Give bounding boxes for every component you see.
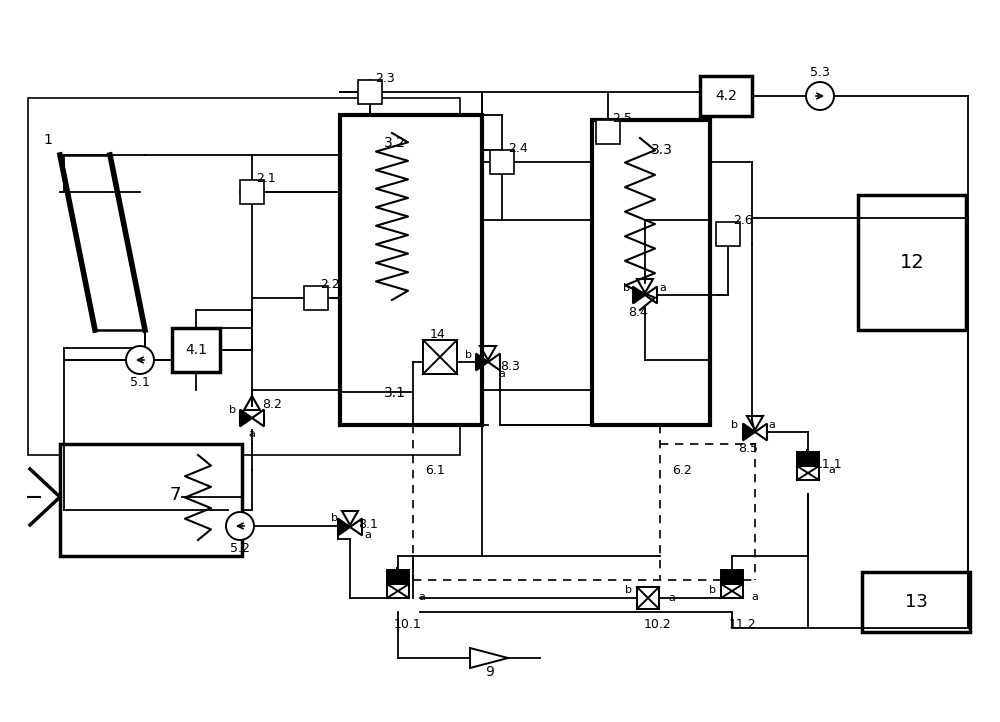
- Text: b: b: [622, 283, 630, 293]
- Text: 4.1: 4.1: [185, 343, 207, 357]
- Circle shape: [226, 512, 254, 540]
- Text: 8.3: 8.3: [500, 360, 520, 373]
- Bar: [700, 76, 752, 116]
- Text: a: a: [669, 593, 675, 603]
- Text: b: b: [332, 513, 338, 523]
- Text: 5.2: 5.2: [230, 542, 250, 554]
- Bar: [423, 340, 457, 374]
- Polygon shape: [338, 518, 350, 536]
- Text: 10.2: 10.2: [644, 619, 672, 632]
- Text: 2.3: 2.3: [375, 71, 395, 84]
- Text: b: b: [624, 585, 632, 595]
- Polygon shape: [743, 424, 755, 440]
- Text: 14: 14: [430, 329, 446, 342]
- Text: 2.2: 2.2: [320, 277, 340, 290]
- Text: 10.1: 10.1: [394, 619, 422, 632]
- Bar: [172, 328, 220, 372]
- Text: 8.1: 8.1: [358, 518, 378, 531]
- Circle shape: [806, 82, 834, 110]
- Bar: [60, 444, 242, 556]
- Text: 13: 13: [905, 593, 927, 611]
- Text: 7: 7: [169, 486, 181, 504]
- Text: b: b: [394, 567, 402, 577]
- Text: a: a: [829, 465, 835, 475]
- Text: b: b: [230, 405, 237, 415]
- Bar: [358, 80, 382, 104]
- Text: 8.2: 8.2: [262, 399, 282, 412]
- Text: 3.2: 3.2: [384, 136, 406, 150]
- Polygon shape: [240, 409, 252, 427]
- Text: 2.6: 2.6: [733, 214, 753, 227]
- Text: a: a: [419, 592, 425, 602]
- Text: a: a: [752, 592, 758, 602]
- Bar: [721, 570, 743, 584]
- Bar: [490, 150, 514, 174]
- Text: a: a: [660, 283, 666, 293]
- Bar: [716, 222, 740, 246]
- Text: b: b: [732, 420, 738, 430]
- Text: a: a: [249, 429, 255, 439]
- Text: a: a: [499, 369, 505, 379]
- Bar: [28, 98, 460, 455]
- Bar: [304, 286, 328, 310]
- Polygon shape: [633, 287, 645, 303]
- Text: 3.1: 3.1: [384, 386, 406, 400]
- Bar: [721, 584, 743, 598]
- Text: 2.1: 2.1: [256, 172, 276, 185]
- Text: 5.3: 5.3: [810, 66, 830, 79]
- Bar: [596, 120, 620, 144]
- Bar: [858, 195, 966, 330]
- Bar: [387, 584, 409, 598]
- Text: 9: 9: [486, 665, 494, 679]
- Text: 6.2: 6.2: [672, 464, 692, 477]
- Bar: [797, 452, 819, 466]
- Text: 5.1: 5.1: [130, 376, 150, 389]
- Bar: [592, 120, 710, 425]
- Text: b: b: [464, 350, 472, 360]
- Text: a: a: [365, 530, 371, 540]
- Text: 11.1: 11.1: [814, 458, 842, 471]
- Text: 12: 12: [900, 253, 924, 272]
- Bar: [862, 572, 970, 632]
- Bar: [340, 115, 482, 425]
- Text: b: b: [804, 449, 812, 459]
- Bar: [637, 587, 659, 609]
- Text: 2.4: 2.4: [508, 142, 528, 155]
- Text: 8.5: 8.5: [738, 441, 758, 455]
- Text: 2.5: 2.5: [612, 111, 632, 124]
- Text: b: b: [708, 585, 716, 595]
- Text: 1: 1: [44, 133, 52, 147]
- Text: a: a: [769, 420, 775, 430]
- Circle shape: [126, 346, 154, 374]
- Text: 11.2: 11.2: [728, 619, 756, 632]
- Text: 8.4: 8.4: [628, 305, 648, 318]
- Bar: [797, 466, 819, 480]
- Polygon shape: [476, 354, 488, 370]
- Text: 3.3: 3.3: [651, 143, 673, 157]
- Bar: [387, 570, 409, 584]
- Text: 4.2: 4.2: [715, 89, 737, 103]
- Text: 6.1: 6.1: [425, 464, 445, 477]
- Bar: [240, 180, 264, 204]
